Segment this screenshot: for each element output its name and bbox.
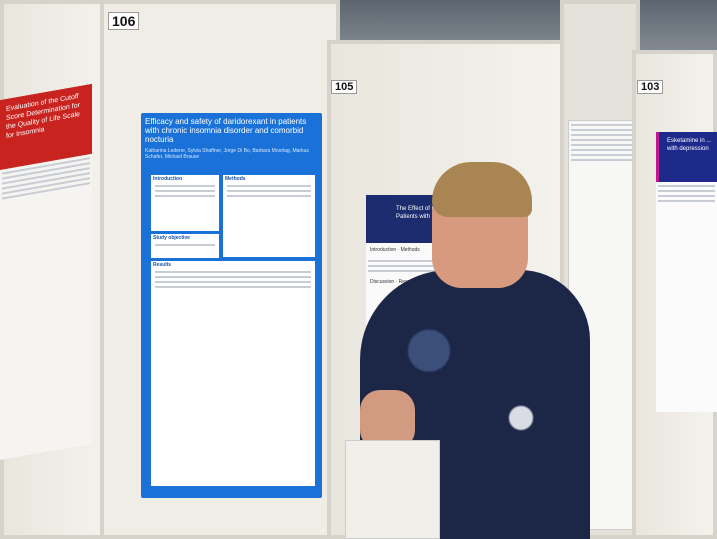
- tote-bag: [345, 440, 440, 539]
- section-discussion: Discussion: [370, 279, 395, 285]
- section-methods: Methods: [400, 247, 420, 253]
- section-introduction: Introduction: [370, 247, 397, 253]
- section-methods: Methods: [225, 176, 246, 182]
- poster-right-title: Esketamine in ... with depression: [656, 132, 717, 182]
- board-number: 105: [331, 80, 358, 94]
- poster-main: Efficacy and safety of daridorexant in p…: [141, 113, 322, 498]
- section-introduction: Introduction: [153, 176, 183, 182]
- poster-right: Esketamine in ... with depression: [656, 132, 717, 412]
- poster-left-title: Evaluation of the Cutoff Score Determina…: [0, 83, 92, 170]
- section-study-objective: Study objective: [153, 235, 190, 241]
- poster-left: Evaluation of the Cutoff Score Determina…: [0, 83, 92, 460]
- poster-main-title: Efficacy and safety of daridorexant in p…: [145, 117, 307, 144]
- person-hair: [432, 162, 532, 217]
- poster-main-authors: Katharina Lederer, Sylvia Shaffner, Jorg…: [145, 148, 309, 160]
- board-number: 103: [637, 80, 664, 94]
- section-results: Results: [153, 262, 172, 268]
- board-number: 106: [108, 12, 140, 30]
